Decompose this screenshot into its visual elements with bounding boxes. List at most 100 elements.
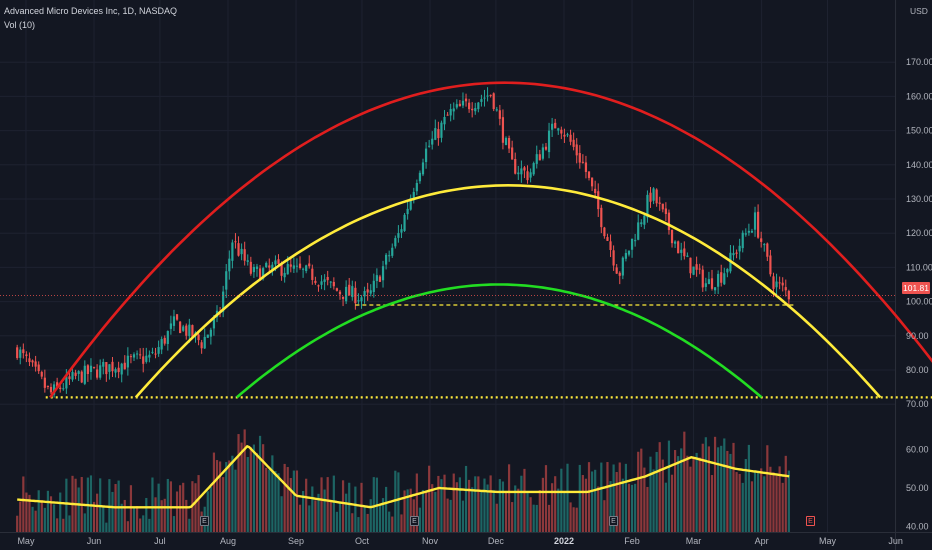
candle-body [345, 286, 348, 302]
candle-body [772, 276, 775, 289]
volume-bar [274, 470, 277, 532]
volume-indicator-label[interactable]: Vol (10) [4, 20, 36, 30]
candle-body [385, 254, 388, 265]
candle-body [209, 329, 212, 337]
candle-body [677, 241, 680, 254]
volume-bar [385, 486, 388, 532]
candle-body [501, 117, 505, 143]
time-tick-label: Feb [624, 536, 640, 546]
volume-bar [249, 447, 252, 532]
candle-body [526, 171, 529, 181]
volume-bar [280, 496, 283, 532]
volume-bar [372, 477, 375, 532]
time-tick-label: Jun [87, 536, 102, 546]
volume-bar [587, 462, 591, 532]
candle-body [541, 147, 544, 159]
symbol-title[interactable]: Advanced Micro Devices Inc, 1D, NASDAQ [4, 6, 178, 16]
earnings-event-icon[interactable]: E [410, 516, 419, 526]
candle-body [664, 208, 667, 214]
volume-bar [707, 446, 711, 532]
candle-body [105, 362, 108, 375]
candle-body [424, 148, 428, 163]
volume-bar [563, 490, 566, 532]
volume-bar [630, 484, 634, 532]
price-tick-label: 70.00 [906, 399, 929, 409]
volume-bar [345, 493, 348, 532]
candle-body [56, 382, 59, 387]
volume-bar [418, 507, 422, 532]
candle-body [643, 215, 646, 225]
candle-body [49, 386, 53, 393]
candle-body [34, 361, 37, 367]
candle-body [532, 163, 535, 175]
candle-body [498, 110, 501, 119]
volume-bar [486, 484, 489, 532]
candle-body [160, 339, 163, 350]
volume-bar [102, 506, 105, 532]
volume-bar [627, 483, 631, 532]
volume-bar [381, 498, 385, 532]
volume-bar [532, 504, 535, 532]
candle-body [252, 266, 256, 273]
price-axis[interactable]: 170.00 160.00 150.00 140.00 130.00 120.00 110.… [906, 57, 932, 531]
candle-body [80, 371, 83, 383]
volume-bar [305, 478, 308, 532]
volume-bar [698, 457, 701, 532]
volume-bar [686, 455, 689, 532]
candle-body [289, 264, 292, 267]
candle-body [587, 171, 591, 178]
candle-body [37, 364, 40, 372]
candle-body [486, 95, 489, 97]
candle-body [132, 354, 136, 358]
candle-body [397, 233, 400, 238]
time-axis[interactable]: May Jun Jul Aug Sep Oct Nov Dec 2022 Feb Mar Apr May… [17, 536, 902, 546]
candle-body [142, 356, 145, 364]
price-tick-label: 170.00 [906, 57, 932, 67]
earnings-event-icon[interactable]: E [609, 516, 618, 526]
candle-body [381, 266, 385, 281]
volume-bar [498, 479, 501, 532]
price-tick-label: 150.00 [906, 126, 932, 136]
volume-bar [634, 483, 637, 532]
candle-body [320, 281, 323, 285]
time-tick-label: Jul [154, 536, 166, 546]
earnings-event-icon[interactable]: E [806, 516, 815, 526]
volume-bar [597, 486, 600, 532]
volume-bar [554, 476, 557, 532]
volume-bar [400, 514, 403, 532]
candle-body [471, 108, 474, 111]
earnings-event-icon[interactable]: E [200, 516, 209, 526]
candle-body [323, 279, 326, 282]
price-tick-label: 130.00 [906, 194, 932, 204]
arc-inner [235, 283, 763, 399]
volume-bar [431, 484, 434, 532]
candle-body [520, 168, 523, 175]
volume-bar [391, 516, 394, 532]
candle-body [517, 172, 520, 175]
candle-body [363, 290, 366, 297]
volume-tick-label: 40.00 [906, 522, 929, 532]
volume-bar [667, 440, 671, 532]
volume-bar [557, 488, 560, 532]
volume-bar [197, 475, 200, 532]
volume-bar [132, 507, 136, 532]
candle-body [394, 238, 397, 247]
volume-ma-line [17, 444, 790, 509]
candle-body [658, 202, 661, 204]
candle-body [692, 266, 695, 275]
volume-bar [172, 516, 176, 532]
volume-bar [231, 455, 234, 532]
volume-bar [680, 448, 683, 532]
candle-body [673, 241, 677, 244]
candle-body [480, 99, 483, 102]
candle-body [538, 154, 541, 161]
candle-body [117, 367, 120, 373]
candle-body [529, 172, 532, 178]
volume-bar [609, 481, 612, 532]
volume-bar [129, 485, 133, 532]
candle-body [403, 214, 406, 231]
volume-bar [572, 507, 575, 532]
volume-bar [766, 445, 769, 532]
candle-body [240, 248, 243, 255]
